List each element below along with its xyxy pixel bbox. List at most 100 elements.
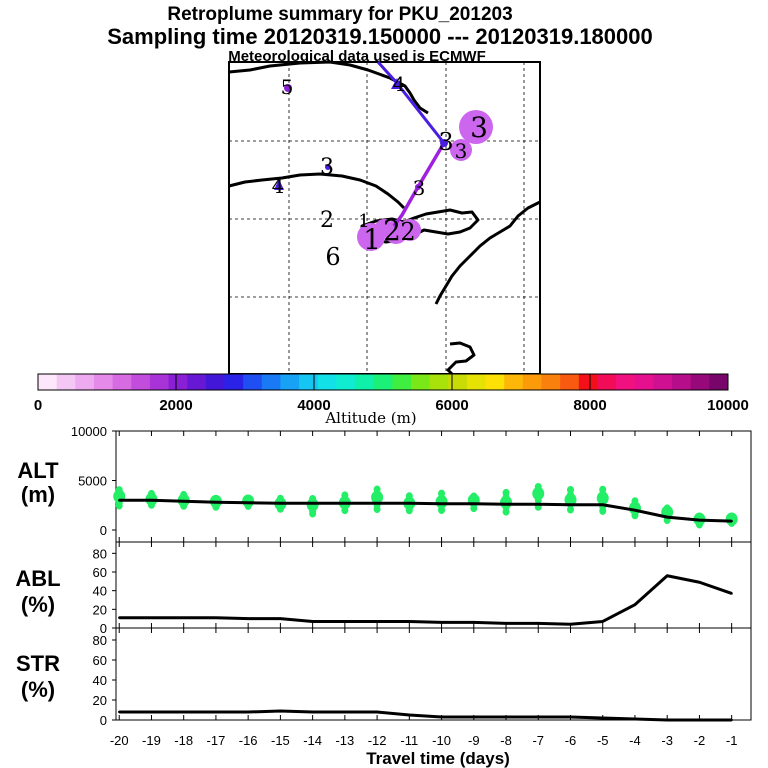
cluster-label: 3 bbox=[455, 139, 468, 163]
series-point bbox=[150, 616, 153, 619]
series-point bbox=[665, 574, 669, 577]
series-point bbox=[665, 515, 669, 519]
cluster-label: 2 bbox=[400, 218, 415, 246]
y-tick-label: 0 bbox=[100, 621, 107, 636]
x-tick-label: -15 bbox=[271, 733, 290, 748]
spread-point bbox=[532, 486, 545, 501]
spread-point bbox=[502, 488, 510, 497]
met-data-note: Meteorological data used is ECMWF bbox=[228, 48, 486, 65]
series-point bbox=[311, 620, 314, 623]
series-point bbox=[118, 499, 121, 502]
trajectory-map: 5 4 3 4 2 1 6 1 2 2 3 3 3 3 bbox=[228, 60, 541, 376]
colorbar-swatch bbox=[187, 374, 207, 390]
series-point bbox=[182, 616, 185, 619]
colorbar-swatch bbox=[224, 374, 244, 390]
x-tick-label: -3 bbox=[661, 733, 673, 748]
panel-frame bbox=[115, 627, 752, 721]
colorbar-swatch bbox=[38, 374, 58, 390]
spread-point bbox=[599, 485, 607, 494]
series-point bbox=[375, 710, 379, 714]
spread-point bbox=[728, 513, 736, 521]
y-tick-label: 40 bbox=[93, 584, 107, 599]
panel-label: ALT bbox=[17, 458, 59, 483]
cluster-marker bbox=[415, 184, 421, 190]
x-tick-label: -6 bbox=[565, 733, 577, 748]
series-point bbox=[311, 710, 314, 714]
spread-point bbox=[373, 485, 381, 494]
series-point bbox=[472, 621, 475, 624]
series-point bbox=[150, 499, 153, 502]
x-tick-label: -7 bbox=[532, 733, 544, 748]
spread-point bbox=[438, 489, 446, 498]
x-tick-label: -18 bbox=[174, 733, 193, 748]
panel-alt: 0 5000 10000 ALT(m) bbox=[17, 424, 752, 543]
colorbar-swatch bbox=[56, 374, 76, 390]
y-tick-label: 0 bbox=[100, 713, 107, 728]
plume-blob bbox=[375, 219, 393, 237]
colorbar-tick-label: 0 bbox=[34, 397, 42, 414]
y-tick-label: 40 bbox=[93, 673, 107, 688]
colorbar-swatch bbox=[709, 374, 729, 390]
series-line-str bbox=[119, 709, 732, 722]
series-point bbox=[730, 519, 733, 523]
series-point bbox=[440, 502, 443, 505]
cluster-label: 3 bbox=[413, 176, 426, 200]
colorbar-swatch bbox=[373, 374, 393, 390]
series-point bbox=[246, 710, 250, 714]
plume-blob bbox=[399, 219, 421, 241]
colorbar-swatch bbox=[560, 374, 580, 390]
colorbar-swatch bbox=[653, 374, 673, 390]
colorbar-swatch bbox=[243, 374, 263, 390]
panel-abl: 0 20 40 60 80 ABL(%) bbox=[15, 541, 752, 636]
series-point bbox=[279, 502, 282, 505]
x-tick-label: -1 bbox=[726, 733, 738, 748]
colorbar-swatch bbox=[485, 374, 505, 390]
series-point bbox=[601, 503, 604, 506]
cluster-label: 4 bbox=[272, 174, 285, 198]
series-point bbox=[633, 509, 637, 512]
cluster-label: 4 bbox=[393, 72, 406, 96]
series-line-abl bbox=[119, 574, 733, 626]
colorbar-tick-label: 10000 bbox=[707, 397, 749, 414]
series-point bbox=[440, 621, 443, 624]
x-tick-label: -11 bbox=[400, 733, 418, 748]
panel-label: (m) bbox=[21, 482, 55, 507]
spread-point bbox=[470, 492, 478, 501]
cluster-marker bbox=[391, 78, 403, 89]
cluster-markers bbox=[274, 78, 448, 190]
y-tick-label: 0 bbox=[100, 523, 107, 538]
cluster-label: 3 bbox=[438, 128, 453, 156]
series-point bbox=[730, 718, 733, 722]
colorbar-label: Altitude (m) bbox=[324, 409, 416, 427]
colorbar-swatch bbox=[336, 374, 356, 390]
spread-point bbox=[276, 494, 284, 503]
panel-label: (%) bbox=[21, 677, 55, 702]
colorbar-swatch bbox=[317, 374, 337, 390]
x-tick-label: -4 bbox=[629, 733, 641, 748]
x-tick-label: -5 bbox=[597, 733, 609, 748]
cluster-label: 2 bbox=[320, 208, 334, 233]
series-point bbox=[182, 500, 185, 503]
cluster-labels: 5 4 3 4 2 1 6 1 2 2 3 3 3 3 bbox=[272, 72, 488, 271]
time-series-panels: 0500010000ALT(m)020406080ABL(%)020406080… bbox=[15, 424, 752, 768]
cluster-label: 3 bbox=[470, 111, 488, 144]
series-point bbox=[150, 710, 153, 714]
x-tick-label: -20 bbox=[110, 733, 129, 748]
cluster-marker bbox=[325, 164, 331, 170]
spread-point bbox=[534, 482, 542, 491]
y-tick-label: 80 bbox=[93, 546, 107, 561]
spread-point bbox=[147, 489, 155, 498]
colorbar-swatch bbox=[616, 374, 636, 390]
figure-title: Retroplume summary for PKU_201203 bbox=[167, 4, 512, 25]
map-gridlines bbox=[229, 62, 540, 374]
colorbar-swatch bbox=[522, 374, 543, 390]
y-tick-label: 10000 bbox=[71, 424, 107, 439]
spread-point bbox=[631, 497, 639, 505]
colorbar-tick-label: 2000 bbox=[159, 397, 192, 414]
spread-point bbox=[212, 494, 220, 503]
spread-point bbox=[180, 490, 188, 499]
colorbar-swatch bbox=[205, 374, 225, 390]
series-point bbox=[246, 617, 250, 620]
colorbar-tick-label: 6000 bbox=[435, 397, 468, 414]
series-point bbox=[537, 622, 540, 625]
